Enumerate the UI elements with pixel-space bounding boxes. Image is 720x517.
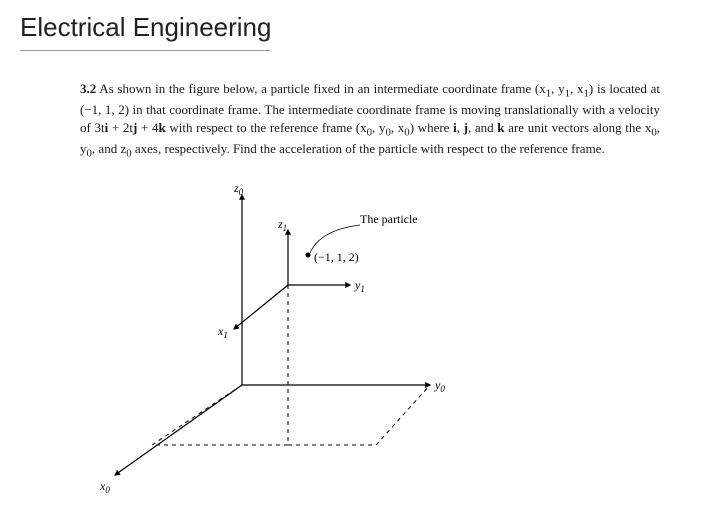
particle-label: The particle [360, 212, 418, 226]
particle-leader [310, 225, 360, 253]
y0-label: y0 [434, 378, 445, 394]
problem-number: 3.2 [80, 81, 96, 96]
z0-label: z0 [233, 181, 244, 197]
x0-label: x0 [99, 479, 110, 495]
problem-statement: 3.2 As shown in the figure below, a part… [80, 80, 660, 161]
z1-label: z1 [277, 217, 287, 233]
coordinate-figure: z0 y0 x0 z1 y1 x1 The particle (−1, 1, 2… [70, 175, 470, 495]
particle-point [306, 253, 311, 258]
page-title: Electrical Engineering [20, 12, 271, 43]
problem-text: As shown in the figure below, a particle… [80, 81, 660, 156]
y1-label: y1 [354, 278, 365, 294]
particle-coords: (−1, 1, 2) [314, 250, 359, 264]
title-underline [20, 50, 270, 51]
dash-floor-back-left [152, 385, 242, 445]
x1-label: x1 [217, 324, 228, 340]
dash-floor-back-right [376, 385, 430, 445]
x0-axis [115, 385, 242, 475]
